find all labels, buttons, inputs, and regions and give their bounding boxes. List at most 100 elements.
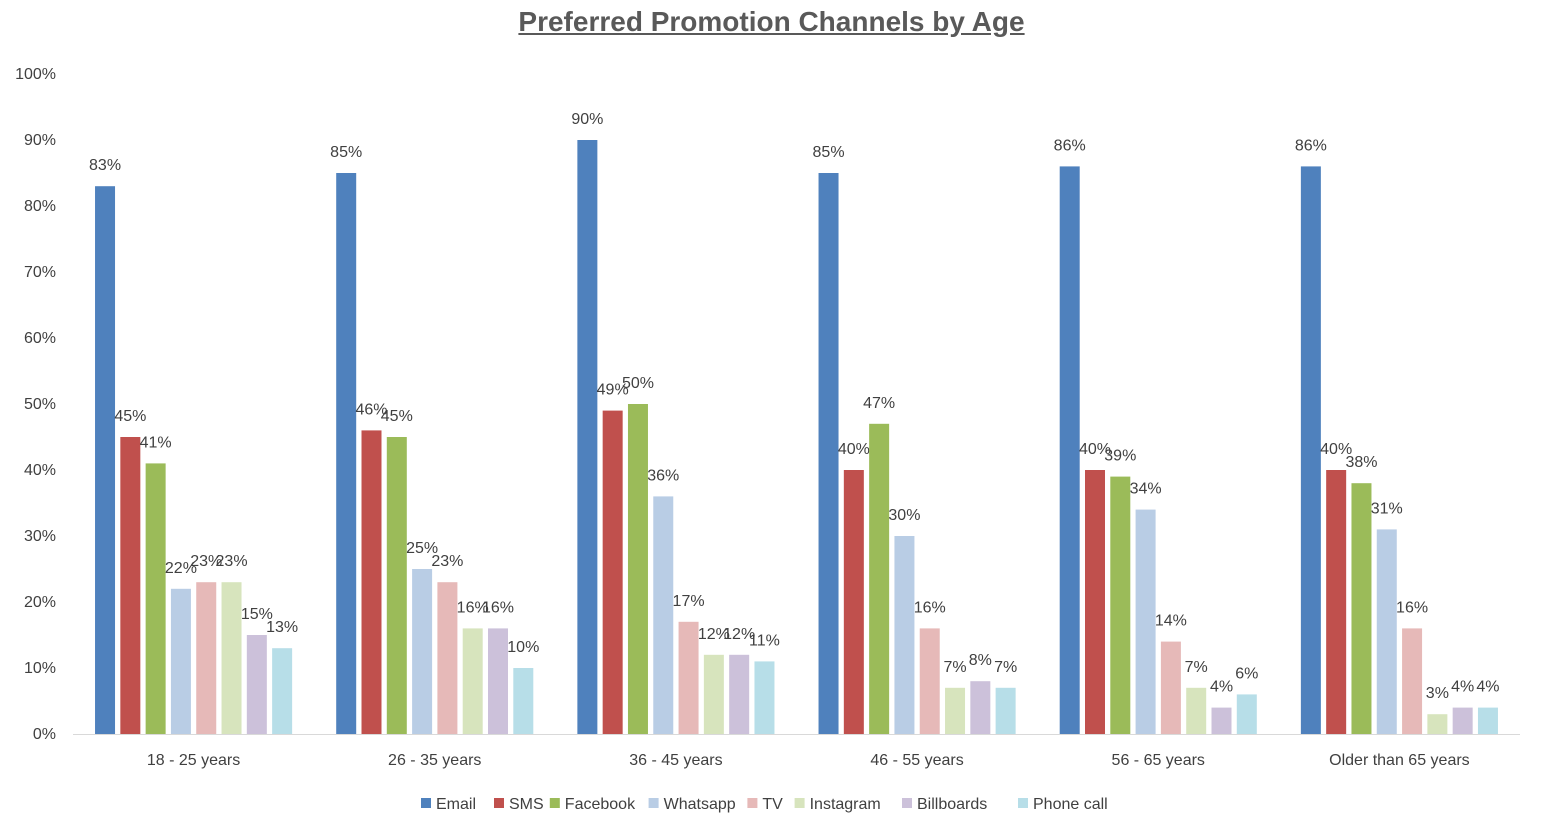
data-label: 46%: [355, 401, 387, 418]
data-label: 50%: [622, 375, 654, 392]
data-label: 41%: [140, 434, 172, 451]
data-label: 40%: [1320, 441, 1352, 458]
data-label: 30%: [888, 507, 920, 524]
data-label: 11%: [749, 632, 780, 649]
bar-instagram: [221, 582, 242, 734]
bar-billboards: [970, 681, 991, 734]
data-label: 25%: [406, 540, 438, 557]
bar-email: [1300, 166, 1321, 734]
y-tick-label: 80%: [24, 198, 56, 215]
bar-whatsapp: [894, 536, 915, 734]
data-label: 40%: [1079, 441, 1111, 458]
bar-sms: [843, 470, 864, 734]
x-tick-label: 18 - 25 years: [147, 752, 240, 769]
data-label: 38%: [1345, 454, 1377, 471]
data-label: 85%: [330, 144, 362, 161]
legend-label: Instagram: [810, 796, 881, 813]
legend-swatch: [1018, 798, 1028, 808]
data-label: 45%: [381, 408, 413, 425]
bar-instagram: [945, 687, 966, 734]
data-label: 12%: [723, 626, 755, 643]
bar-whatsapp: [653, 496, 674, 734]
legend-label: Email: [436, 796, 476, 813]
y-tick-label: 100%: [15, 66, 56, 83]
bar-instagram: [1186, 687, 1207, 734]
data-label: 7%: [943, 659, 966, 676]
y-tick-label: 50%: [24, 396, 56, 413]
bar-tv: [196, 582, 217, 734]
bar-billboards: [729, 654, 750, 734]
y-tick-label: 30%: [24, 528, 56, 545]
legend-label: SMS: [509, 796, 544, 813]
bar-tv: [437, 582, 458, 734]
data-label: 22%: [165, 560, 197, 577]
y-tick-label: 20%: [24, 594, 56, 611]
bar-whatsapp: [170, 588, 191, 734]
data-label: 31%: [1371, 500, 1403, 517]
bar-email: [577, 140, 598, 734]
data-label: 12%: [698, 626, 730, 643]
bar-sms: [361, 430, 382, 734]
legend-swatch: [549, 798, 560, 808]
legend-label: Facebook: [565, 796, 636, 813]
bar-email: [95, 186, 116, 734]
bar-whatsapp: [412, 569, 433, 734]
data-label: 10%: [507, 639, 539, 656]
data-label: 16%: [914, 599, 946, 616]
bar-tv: [678, 621, 699, 734]
bar-phone-call: [513, 668, 534, 734]
data-label: 83%: [89, 157, 121, 174]
data-label: 23%: [190, 553, 222, 570]
data-label: 90%: [571, 111, 603, 128]
data-label: 3%: [1426, 685, 1449, 702]
data-label: 86%: [1295, 137, 1327, 154]
bar-instagram: [1427, 714, 1448, 734]
bar-email: [336, 173, 357, 734]
bar-sms: [120, 437, 141, 734]
bar-facebook: [627, 404, 648, 734]
bar-phone-call: [1236, 694, 1257, 734]
data-label: 13%: [266, 619, 298, 636]
bar-tv: [919, 628, 940, 734]
data-label: 85%: [813, 144, 845, 161]
x-tick-label: 26 - 35 years: [388, 752, 481, 769]
data-label: 40%: [838, 441, 870, 458]
bar-instagram: [462, 628, 483, 734]
bar-sms: [1326, 470, 1347, 734]
y-tick-label: 40%: [24, 462, 56, 479]
data-label: 16%: [482, 599, 514, 616]
x-tick-label: 36 - 45 years: [629, 752, 722, 769]
data-label: 23%: [431, 553, 463, 570]
legend-label: Phone call: [1033, 796, 1108, 813]
y-tick-label: 10%: [24, 660, 56, 677]
bar-sms: [1085, 470, 1105, 734]
y-tick-label: 60%: [24, 330, 56, 347]
legend-swatch: [902, 798, 912, 808]
data-label: 4%: [1476, 679, 1499, 696]
data-label: 16%: [457, 599, 489, 616]
legend-swatch: [421, 798, 431, 808]
bar-email: [818, 173, 839, 734]
data-label: 6%: [1235, 665, 1258, 682]
data-label: 34%: [1130, 481, 1162, 498]
bar-email: [1059, 166, 1080, 734]
bar-tv: [1402, 628, 1423, 734]
bar-instagram: [703, 654, 724, 734]
bar-phone-call: [995, 687, 1016, 734]
data-label: 8%: [969, 652, 992, 669]
bar-billboards: [488, 628, 508, 734]
y-tick-label: 90%: [24, 132, 56, 149]
bar-billboards: [246, 635, 267, 734]
data-label: 7%: [1185, 659, 1208, 676]
bar-facebook: [1351, 483, 1372, 734]
x-tick-label: 56 - 65 years: [1112, 752, 1205, 769]
bar-whatsapp: [1135, 509, 1156, 734]
y-tick-label: 70%: [24, 264, 56, 281]
x-tick-label: Older than 65 years: [1329, 752, 1470, 769]
data-label: 14%: [1155, 613, 1187, 630]
bar-billboards: [1211, 707, 1232, 734]
bar-phone-call: [754, 661, 775, 734]
data-label: 49%: [597, 382, 629, 399]
data-label: 4%: [1451, 679, 1474, 696]
